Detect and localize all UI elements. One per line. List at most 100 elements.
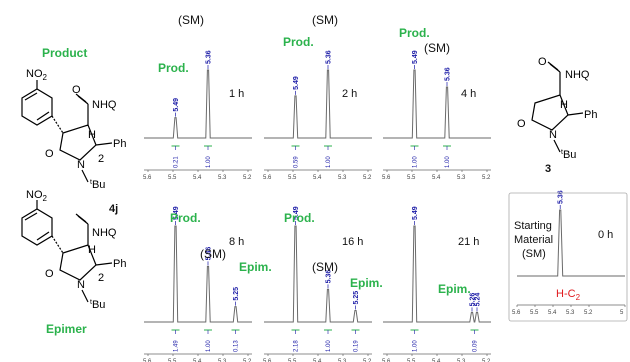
- nhq-label: NHQ: [92, 227, 117, 239]
- integral-label: 1.00: [206, 340, 212, 352]
- spectrum-panel-1: 5.49 5.36 0.59 1.00 5.6 5.5 5.4 5.3 5.2: [263, 50, 372, 181]
- ring-double-bond: [36, 111, 50, 121]
- carbonyl-double: [547, 61, 559, 71]
- tick-label: 5.2: [363, 359, 372, 362]
- tick-label: 5.4: [193, 359, 202, 362]
- c2-number: 2: [98, 272, 104, 284]
- tick-label: 5.6: [263, 175, 272, 181]
- peak-label: 5.36: [326, 50, 333, 64]
- ph-label: Ph: [113, 138, 126, 150]
- peak-label: 5.36: [326, 270, 333, 284]
- integral-label: 0.21: [174, 156, 180, 168]
- integral-label: 0.59: [294, 156, 300, 168]
- pyrrolidinone-ring: [59, 124, 97, 161]
- sm-peak-label: 5.36: [558, 190, 565, 204]
- hashed-bond: [51, 235, 64, 254]
- epimer-structure: NO2 NHQ Ph H 2 O N tBu Epimer: [21, 189, 126, 336]
- peak-label: 5.24: [475, 293, 482, 307]
- sm-label-8h: (SM): [200, 247, 226, 261]
- n-tbu-bond: [81, 169, 89, 183]
- sm-tick-label: 5.2: [584, 310, 593, 316]
- h-label: H: [560, 99, 568, 111]
- h-c2-label: H-C2: [556, 288, 581, 302]
- prod-label-1h: Prod.: [158, 61, 189, 75]
- tick-label: 5.5: [288, 175, 297, 181]
- time-8h: 8 h: [229, 236, 244, 248]
- spectrum-panel-5: 5.49 5.265.24 1.00 0.09 5.6 5.5 5.4 5.3 5.2: [382, 206, 491, 362]
- ring-n: N: [77, 159, 85, 171]
- integral-label: 0.13: [234, 340, 240, 352]
- spectrum-panel-0: 5.49 5.36 0.21 1.00 5.6 5.5 5.4 5.3 5.2: [143, 50, 252, 181]
- ph-bond: [567, 112, 584, 116]
- tick-label: 5.2: [482, 175, 491, 181]
- tbu-label: tBu: [561, 149, 576, 161]
- n-tbu-bond: [553, 139, 561, 153]
- peak-label: 5.49: [173, 206, 180, 220]
- spectrum-trace: [383, 69, 491, 139]
- tick-label: 5.5: [407, 359, 416, 362]
- epim-label-8h: Epim.: [239, 260, 272, 274]
- tick-label: 5.5: [168, 359, 177, 362]
- tick-label: 5.4: [432, 175, 441, 181]
- product-structure: Product NO2 O NHQ Ph H 2 O N tBu: [21, 46, 126, 191]
- time-4h: 4 h: [461, 88, 476, 100]
- h-label: H: [88, 244, 96, 256]
- nhq-label: NHQ: [92, 99, 117, 111]
- integral-label: 1.00: [326, 340, 332, 352]
- tbu-label: tBu: [90, 299, 105, 311]
- no2-label: NO2: [26, 68, 48, 82]
- peak-label: 5.49: [293, 206, 300, 220]
- pyrrolidinone-ring: [531, 94, 569, 131]
- ph-label: Ph: [584, 109, 597, 121]
- tick-label: 5.6: [263, 359, 272, 362]
- integral-label: 0.19: [354, 340, 360, 352]
- sm-trace: [517, 209, 625, 277]
- prod-label-16h: Prod.: [284, 211, 315, 225]
- integral-label: 0.09: [473, 340, 479, 352]
- spectrum-trace: [144, 225, 252, 323]
- ring-double-bond: [24, 212, 38, 221]
- spectrum-trace: [264, 69, 372, 139]
- spectrum-panel-4: 5.49 5.36 5.25 2.18 1.00 0.19 5.6 5.5 5.4 5.3 5.2: [263, 206, 372, 362]
- time-21h: 21 h: [458, 236, 479, 248]
- tick-label: 5.3: [457, 175, 466, 181]
- peak-label: 5.36: [206, 247, 213, 261]
- amide-o: O: [72, 84, 81, 96]
- prod-label-8h: Prod.: [170, 211, 201, 225]
- structure-3: O NHQ Ph H O N tBu 3: [517, 56, 597, 175]
- spectrum-panel-3: 5.49 5.36 5.25 1.49 1.00 0.13 5.6 5.5 5.4 5.3 5.2: [143, 206, 252, 362]
- product-title: Product: [42, 46, 87, 60]
- sm-label-4h: (SM): [424, 41, 450, 55]
- sm-tick-label: 5.4: [548, 310, 557, 316]
- sm-time: 0 h: [598, 229, 613, 241]
- spectrum-trace: [264, 225, 372, 323]
- tick-label: 5.6: [143, 175, 152, 181]
- tick-label: 5.3: [218, 175, 227, 181]
- ring-o: O: [45, 268, 54, 280]
- ring-n: N: [549, 129, 557, 141]
- h-label: H: [88, 129, 96, 141]
- tick-label: 5.5: [168, 175, 177, 181]
- ph-label: Ph: [113, 258, 126, 270]
- sm-label-2h: (SM): [312, 13, 338, 27]
- prod-label-4h: Prod.: [399, 26, 430, 40]
- ring-o: O: [517, 118, 526, 130]
- epim-label-16h: Epim.: [350, 276, 383, 290]
- time-2h: 2 h: [342, 88, 357, 100]
- spectrum-panel-2: 5.49 5.36 1.00 1.00 5.6 5.5 5.4 5.3 5.2: [382, 50, 491, 181]
- integral-label: 1.49: [174, 340, 180, 352]
- compound-3: 3: [545, 163, 551, 175]
- pyrrolidinone-ring: [59, 244, 97, 281]
- integral-label: 1.00: [326, 156, 332, 168]
- peak-label: 5.49: [293, 76, 300, 90]
- peak-label: 5.36: [206, 50, 213, 64]
- tick-label: 5.2: [243, 359, 252, 362]
- tbu-label: tBu: [90, 179, 105, 191]
- tick-label: 5.2: [482, 359, 491, 362]
- ring-double-bond: [24, 92, 38, 101]
- sm-tick-label: 5: [620, 310, 624, 316]
- time-1h: 1 h: [229, 88, 244, 100]
- sm-title-line2: Material: [514, 234, 553, 246]
- peak-label: 5.49: [412, 50, 419, 64]
